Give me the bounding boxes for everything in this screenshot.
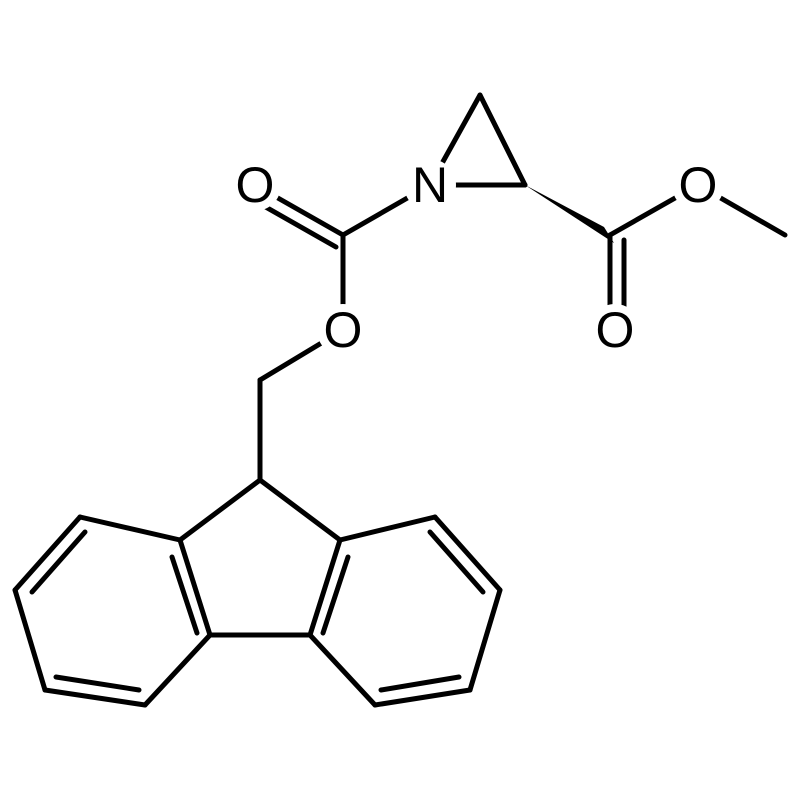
bond-line <box>432 514 503 593</box>
bonds <box>12 92 788 708</box>
label-bg <box>672 159 724 211</box>
bond-line <box>307 537 343 638</box>
bond-line <box>427 529 486 595</box>
atom-label: O <box>596 302 635 358</box>
bond-line <box>177 477 263 543</box>
atom-label: N <box>412 157 448 213</box>
atom-label: O <box>324 302 363 358</box>
atom-label: O <box>679 157 718 213</box>
bond-line <box>29 529 88 595</box>
label-bg <box>589 304 641 356</box>
bond-line <box>142 632 213 708</box>
bond-line <box>169 554 200 636</box>
bond-line <box>477 92 528 188</box>
bond-line <box>177 537 213 638</box>
bond-line <box>53 674 142 693</box>
bond-line <box>372 687 473 708</box>
bond-line <box>337 514 438 543</box>
bond-line <box>77 514 183 543</box>
wedge-bond <box>525 185 614 243</box>
bond-line <box>12 587 48 693</box>
bond-line <box>467 587 503 693</box>
label-bg <box>317 304 369 356</box>
atom-label: O <box>236 157 275 213</box>
label-bg <box>404 159 456 211</box>
atom-labels: O N O O O <box>229 157 724 358</box>
bond-line <box>378 674 462 693</box>
label-bg <box>229 159 281 211</box>
bond-line <box>320 554 351 636</box>
bond-line <box>42 687 148 708</box>
bond-line <box>12 514 83 593</box>
bond-line <box>257 477 343 543</box>
bond-line <box>307 632 378 708</box>
